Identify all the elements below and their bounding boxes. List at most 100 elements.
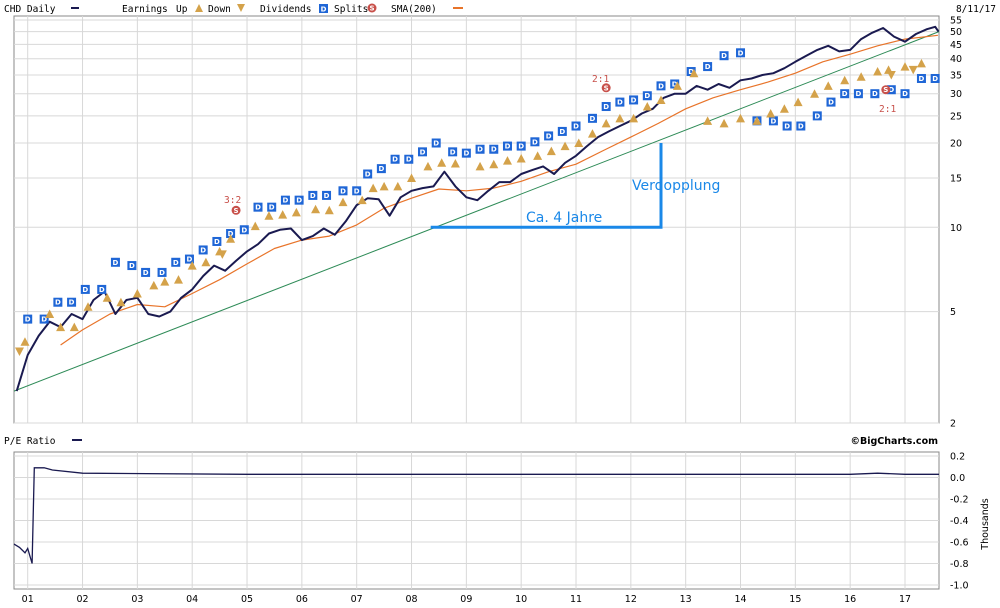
earnings-up-marker [69,322,79,332]
dividend-marker-letter: D [173,259,179,267]
dividend-marker: D [212,236,222,246]
legend-sma-swatch [453,7,463,9]
dividend-marker: D [157,267,167,277]
x-tick-label: 13 [680,594,692,605]
earnings-up-marker [840,75,850,85]
dividend-marker: D [703,62,713,71]
legend-earnings-label: Earnings [122,4,168,15]
price-line [15,25,940,392]
dividend-marker-letter: D [546,132,552,140]
earnings-up-marker [810,89,820,98]
dividend-marker-box [431,138,441,148]
dividend-marker: D [308,190,318,200]
dividend-marker-box [916,73,926,83]
earnings-up-marker [407,173,417,182]
dividend-marker-letter: D [129,262,135,270]
earnings-up-marker [615,113,625,123]
dividend-marker-letter: D [842,90,848,98]
dividend-marker-letter: D [644,92,650,100]
earnings-up-marker [752,116,762,125]
pe-title: P/E Ratio [4,436,56,447]
earnings-up-marker [823,81,833,90]
dividend-marker: D [141,267,151,277]
x-tick-label: 14 [734,594,746,605]
earnings-up-marker [116,297,126,307]
dividend-marker-letter: D [573,123,579,131]
earnings-up-marker [672,81,682,90]
dividend-marker: D [719,51,729,61]
dividend-marker: D [916,73,926,83]
dividend-marker-letter: D [872,90,878,98]
dividend-marker: D [352,186,362,196]
dividend-marker: D [571,121,581,131]
dividend-marker: D [812,111,822,121]
earnings-up-marker [736,113,746,123]
x-tick-label: 09 [460,594,472,605]
pe-legend-swatch [72,439,82,441]
trend-line [13,31,940,392]
dividend-marker-box [557,126,567,136]
earnings-up-marker [642,102,652,111]
dividend-marker: D [110,257,120,267]
doubling-annotation: Verdopplung Ca. 4 Jahre [430,143,720,229]
legend-symbol-label: CHD Daily [4,4,56,15]
earnings-up-marker [629,113,639,123]
dividend-marker-letter: D [631,96,637,104]
dividend-marker: D [322,190,332,200]
dividend-marker-letter: D [463,150,469,158]
dividend-marker: D [686,67,696,77]
price-ytick-label: 35 [950,70,962,81]
price-ytick-label: 20 [950,139,962,150]
legend-sma-label: SMA(200) [391,4,437,15]
dividend-marker: D [853,89,863,99]
dividend-marker-box [719,51,729,61]
x-tick-label: 05 [241,594,253,605]
earnings-up-marker [516,154,526,163]
dividend-marker-letter: D [559,128,565,136]
sma-line [60,34,938,346]
dividend-marker-letter: D [159,269,165,277]
earnings-up-marker [916,58,926,68]
split-marker: S [881,85,891,95]
dividend-marker: D [629,95,639,105]
x-tick-label: 08 [405,594,417,605]
earnings-up-marker [450,158,460,168]
dividend-marker-box [812,111,822,121]
dividend-marker-box [157,267,167,277]
dividend-marker-letter: D [450,148,456,156]
x-tick-label: 11 [570,594,582,605]
earnings-up-marker [368,183,378,193]
dividend-marker-box [930,73,940,83]
dividend-marker: D [886,85,896,95]
dividend-marker-box [587,113,597,123]
earnings-up-marker [324,205,334,215]
split-marker-letter: S [234,207,239,215]
dividend-marker: D [475,144,485,154]
dividend-marker-box [184,254,194,264]
price-series [13,25,940,392]
dividend-marker: D [461,148,471,158]
annotation-vier-jahre: Ca. 4 Jahre [526,210,602,226]
dividend-marker-letter: D [433,140,439,148]
pe-panel: 0.2 0.0 -0.2 -0.4 -0.6 -0.8 -1.0 Thousands [13,451,991,592]
dividend-marker-letter: D [392,156,398,164]
dividend-marker: D [431,138,441,148]
dividend-marker-letter: D [365,171,371,179]
dividend-marker-letter: D [113,259,119,267]
dividend-marker-box [670,79,680,89]
dividend-marker: D [448,147,458,157]
dividend-marker-box [461,148,471,158]
pe-ylabel: Thousands [980,498,991,550]
earnings-up-marker [379,181,389,191]
price-ytick-label: 25 [950,111,962,122]
dividend-marker-box [475,144,485,154]
dividend-marker: D [870,89,880,99]
legend-splits-label: Splits [334,4,368,15]
dividend-marker-box [886,85,896,95]
pe-ytick-label: -0.4 [950,516,969,527]
dividend-marker-letter: D [672,80,678,88]
dividend-marker-letter: D [283,197,289,205]
dividend-marker: D [39,314,49,324]
earnings-up-marker [533,151,543,160]
